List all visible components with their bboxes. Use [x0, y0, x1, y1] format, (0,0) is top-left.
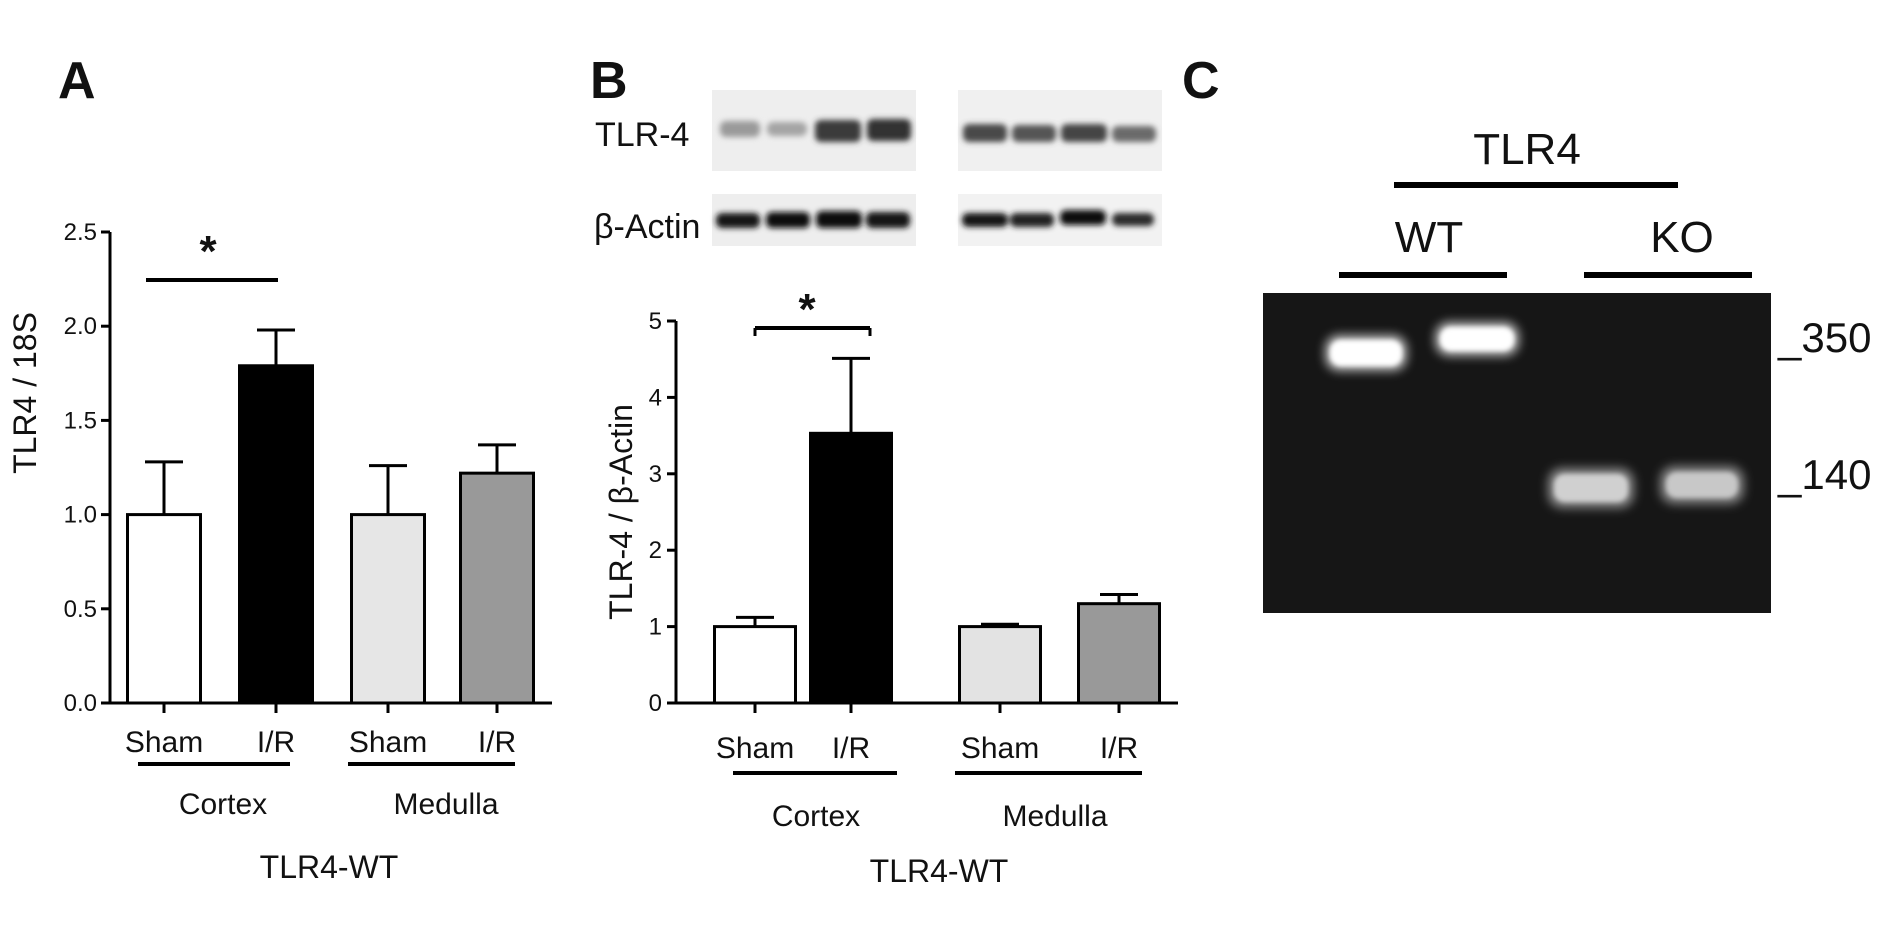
chart-a: TLR4 / 18S TLR4-WT Cortex Medulla * 0.0 0…: [7, 219, 552, 885]
chart-b-group-cortex: Cortex: [772, 800, 860, 833]
blot-actin-band: [1060, 210, 1106, 225]
bar: [1077, 602, 1161, 705]
gel-marker-140: _140: [1777, 451, 1871, 498]
chart-b-supergroup: TLR4-WT: [870, 853, 1009, 889]
gel-band-350-wt1: [1330, 340, 1402, 366]
gel-group-wt: WT: [1395, 213, 1463, 262]
blot-tlr4-band: [1061, 124, 1107, 142]
y-tick-label: 2.0: [64, 313, 97, 340]
bar: [350, 513, 426, 705]
category-label: I/R: [832, 732, 870, 765]
blot-actin-band: [962, 213, 1008, 227]
blot-actin-band: [1010, 213, 1054, 227]
bar: [238, 364, 314, 705]
chart-b: TLR-4 / β-Actin TLR4-WT Cortex Medulla *…: [603, 285, 1178, 889]
chart-a-supergroup: TLR4-WT: [260, 849, 399, 885]
category-label: Sham: [961, 732, 1039, 765]
category-label: I/R: [478, 726, 516, 759]
y-tick-label: 0: [649, 690, 662, 717]
blot-tlr4-band: [867, 119, 911, 141]
blot-tlr4-band: [815, 120, 861, 142]
y-tick-label: 2: [649, 537, 662, 564]
chart-a-ylabel: TLR4 / 18S: [7, 312, 43, 474]
bar: [126, 513, 202, 705]
blot-tlr4-band: [767, 122, 807, 136]
blot-label-tlr4: TLR-4: [595, 116, 689, 154]
y-tick-label: 1.5: [64, 407, 97, 434]
blot-actin-band: [716, 213, 760, 228]
chart-b-significance: *: [798, 285, 816, 334]
panel-a-letter: A: [58, 52, 96, 110]
y-tick-label: 3: [649, 461, 662, 488]
blot-tlr4-band: [1112, 126, 1156, 142]
blot-actin-band: [766, 212, 810, 228]
blot-actin-band: [1112, 213, 1154, 226]
gel-band-140-ko1: [1554, 474, 1628, 502]
blot-tlr4-band: [1012, 125, 1056, 142]
category-label: Sham: [716, 732, 794, 765]
y-tick-label: 4: [649, 384, 662, 411]
blot-tlr4-band: [720, 121, 760, 137]
category-label: I/R: [257, 726, 295, 759]
bar: [809, 431, 893, 705]
blot-tlr4-band: [963, 124, 1007, 142]
blot-label-actin: β-Actin: [594, 208, 700, 246]
chart-a-group-medulla: Medulla: [393, 788, 498, 821]
gel-band-350-wt2: [1440, 327, 1514, 351]
y-tick-label: 2.5: [64, 219, 97, 246]
category-label: I/R: [1100, 732, 1138, 765]
y-tick-label: 1: [649, 614, 662, 641]
chart-b-group-medulla: Medulla: [1002, 800, 1107, 833]
western-blot: TLR-4 β-Actin: [594, 90, 1162, 246]
y-tick-label: 5: [649, 308, 662, 335]
category-label: Sham: [349, 726, 427, 759]
chart-a-significance: *: [199, 227, 217, 276]
panel-b-letter: B: [590, 52, 628, 110]
bar: [713, 625, 797, 705]
y-tick-label: 0.0: [64, 690, 97, 717]
chart-a-group-cortex: Cortex: [179, 788, 267, 821]
blot-actin-band: [816, 211, 862, 228]
panel-c-letter: C: [1182, 52, 1220, 110]
gel-marker-350: _350: [1777, 314, 1871, 361]
bar: [958, 625, 1042, 705]
y-tick-label: 0.5: [64, 596, 97, 623]
y-tick-label: 1.0: [64, 502, 97, 529]
category-label: Sham: [125, 726, 203, 759]
blot-actin-band: [866, 212, 910, 228]
bar: [459, 471, 535, 705]
pcr-gel: TLR4 WT KO _350 _140: [1263, 125, 1871, 613]
gel-header: TLR4: [1473, 125, 1581, 174]
gel-group-ko: KO: [1650, 213, 1714, 262]
gel-band-140-ko2: [1666, 472, 1738, 498]
chart-b-ylabel: TLR-4 / β-Actin: [603, 404, 639, 620]
